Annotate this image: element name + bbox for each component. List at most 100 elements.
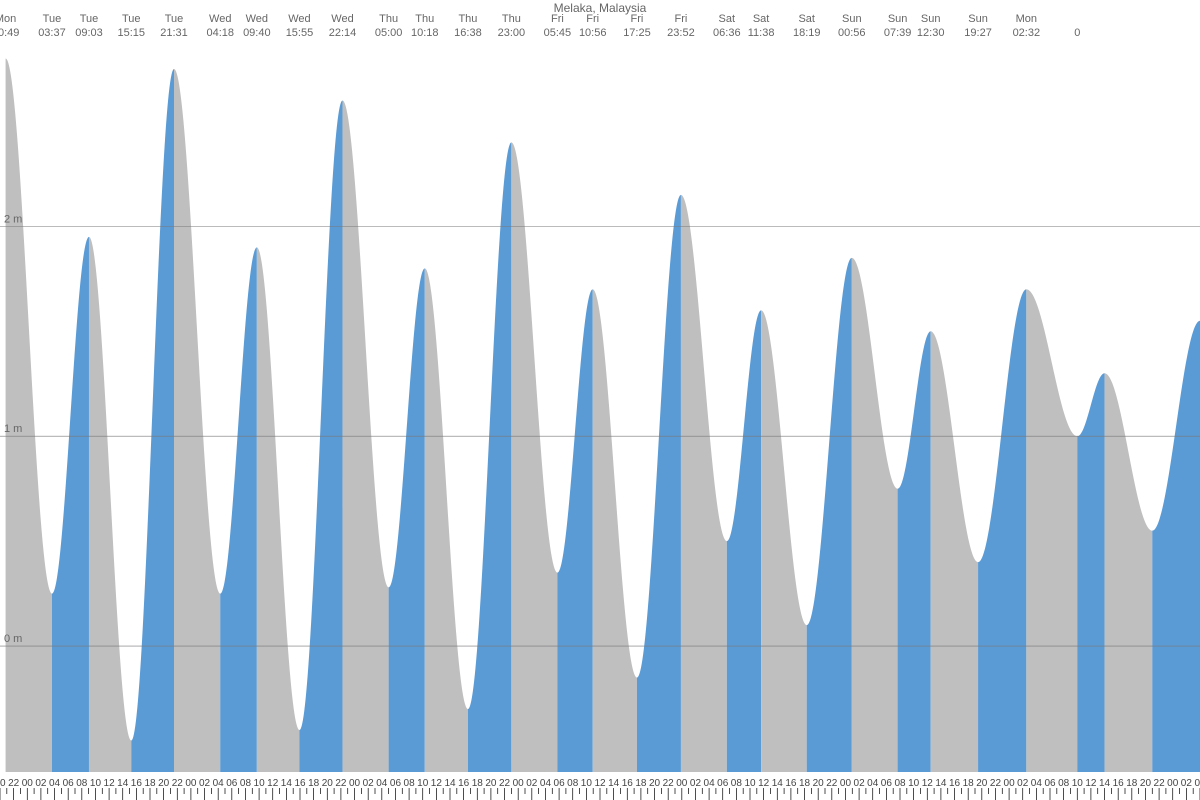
x-axis-hour: 02 [526, 778, 538, 789]
tide-rising-area [389, 268, 425, 772]
tide-falling-area [1105, 373, 1153, 772]
top-day-label: Tue [122, 13, 141, 25]
y-axis-label: 0 m [4, 633, 22, 645]
tide-rising-area [220, 247, 257, 772]
x-axis-hour: 22 [1154, 778, 1166, 789]
x-axis-hour: 08 [731, 778, 743, 789]
top-day-label: Mon [0, 13, 16, 25]
top-day-label: Wed [246, 13, 268, 25]
x-axis-hour: 16 [131, 778, 143, 789]
x-axis-hour: 06 [226, 778, 238, 789]
tide-falling-area [257, 247, 300, 772]
tide-rising-area [637, 195, 681, 772]
x-axis-hour: 08 [567, 778, 579, 789]
x-axis-hour: 14 [935, 778, 947, 789]
top-time-label: 09:03 [75, 27, 103, 39]
top-time-label: 23:00 [498, 27, 526, 39]
x-axis-hour: 08 [894, 778, 906, 789]
tide-falling-area [174, 69, 220, 772]
x-axis-hour: 18 [472, 778, 484, 789]
x-axis-hour: 00 [1167, 778, 1179, 789]
x-axis-hour: 00 [22, 778, 34, 789]
x-axis-hour: 00 [840, 778, 852, 789]
tide-rising-area [898, 331, 931, 772]
top-time-label: 07:39 [884, 27, 912, 39]
top-time-label: 19:27 [964, 27, 992, 39]
tide-falling-area [681, 195, 727, 772]
tide-rising-area [52, 237, 89, 772]
x-axis-hour: 06 [554, 778, 566, 789]
y-axis-label: 1 m [4, 423, 22, 435]
x-axis-hour: 00 [1004, 778, 1016, 789]
top-time-label: 18:19 [793, 27, 821, 39]
tide-falling-area [6, 58, 52, 772]
tide-falling-area [511, 142, 557, 772]
tide-falling-area [761, 310, 807, 772]
x-axis-hour: 20 [649, 778, 661, 789]
top-time-label: 06:36 [713, 27, 741, 39]
top-day-label: Sat [719, 13, 736, 25]
top-day-label: Tue [43, 13, 62, 25]
x-axis-hour: 04 [49, 778, 61, 789]
x-axis-hour: 16 [785, 778, 797, 789]
x-axis-hour: 00 [676, 778, 688, 789]
x-axis-hour: 20 [158, 778, 170, 789]
x-axis-hour: 10 [908, 778, 920, 789]
x-axis-hour: 06 [63, 778, 75, 789]
top-day-label: Thu [415, 13, 434, 25]
x-axis-hour: 04 [704, 778, 716, 789]
x-axis-hour: 16 [294, 778, 306, 789]
top-time-label: 02:32 [1013, 27, 1041, 39]
top-time-label: 23:52 [667, 27, 695, 39]
x-axis-hour: 20 [1140, 778, 1152, 789]
x-axis-hour: 04 [1031, 778, 1043, 789]
top-time-label: 09:40 [243, 27, 271, 39]
x-axis-hour: 06 [1044, 778, 1056, 789]
x-axis-hour: 10 [1072, 778, 1084, 789]
x-axis-hour: 00 [185, 778, 197, 789]
x-axis-hour: 02 [854, 778, 866, 789]
x-axis-hour: 08 [240, 778, 252, 789]
x-axis-hour: 20 [813, 778, 825, 789]
x-axis-hour: 22 [335, 778, 347, 789]
x-axis-hour: 12 [922, 778, 934, 789]
x-axis-hour: 02 [199, 778, 211, 789]
x-axis-hour: 10 [417, 778, 429, 789]
top-time-label: 0 [1074, 27, 1080, 39]
x-axis-hour: 10 [744, 778, 756, 789]
tide-rising-area [807, 258, 852, 772]
x-axis-hour: 12 [758, 778, 770, 789]
x-axis-hour: 06 [390, 778, 402, 789]
top-time-label: 21:31 [160, 27, 188, 39]
tide-svg: 0 m1 m2 m2022000204060810121416182022000… [0, 0, 1200, 800]
top-time-label: 10:56 [579, 27, 607, 39]
top-day-label: Tue [80, 13, 99, 25]
x-axis-hour: 04 [1194, 778, 1200, 789]
x-axis-hour: 02 [690, 778, 702, 789]
top-time-label: 04:18 [206, 27, 234, 39]
x-axis-hour: 22 [172, 778, 184, 789]
x-axis-hour: 04 [213, 778, 225, 789]
x-axis-hour: 12 [431, 778, 443, 789]
x-axis-hour: 14 [444, 778, 456, 789]
x-axis-hour: 12 [594, 778, 606, 789]
x-axis-hour: 08 [76, 778, 88, 789]
top-day-label: Tue [165, 13, 184, 25]
x-axis-hour: 02 [1181, 778, 1193, 789]
x-axis-hour: 10 [254, 778, 266, 789]
x-axis-hour: 04 [376, 778, 388, 789]
x-axis-hour: 10 [581, 778, 593, 789]
x-axis-hour: 14 [117, 778, 129, 789]
tide-rising-area [1152, 321, 1200, 772]
top-day-label: Wed [331, 13, 353, 25]
x-axis-hour: 14 [608, 778, 620, 789]
top-day-label: Fri [675, 13, 688, 25]
tide-rising-area [978, 289, 1026, 772]
top-time-label: 12:30 [917, 27, 945, 39]
x-axis-hour: 04 [540, 778, 552, 789]
top-time-label: 03:37 [38, 27, 66, 39]
top-day-label: Sun [888, 13, 908, 25]
x-axis-hour: 20 [485, 778, 497, 789]
x-axis-hour: 20 [322, 778, 334, 789]
x-axis-hour: 08 [1058, 778, 1070, 789]
